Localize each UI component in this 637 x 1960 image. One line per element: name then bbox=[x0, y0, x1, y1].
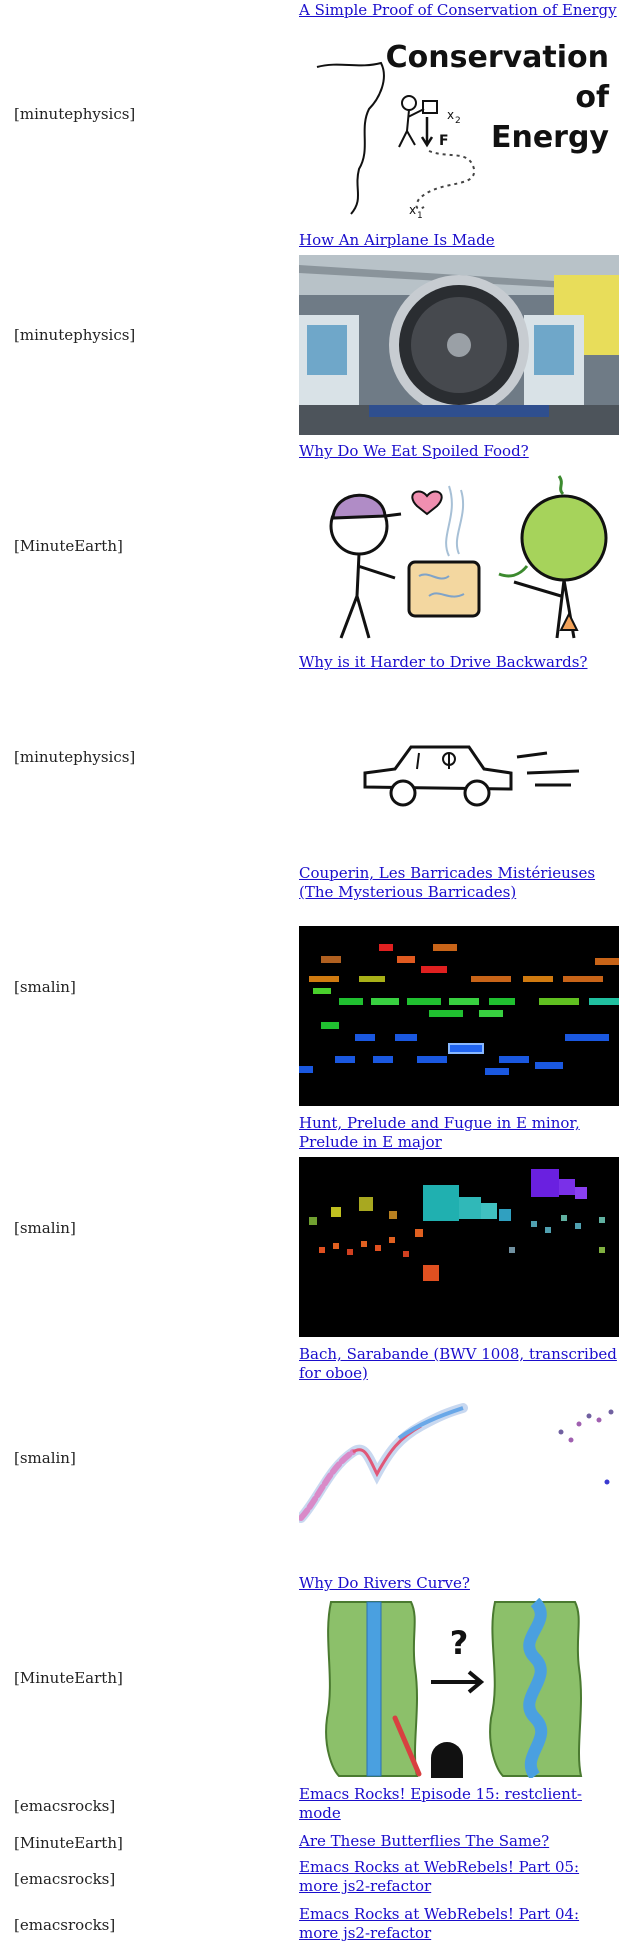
channel-label: [MinuteEarth] bbox=[14, 1669, 123, 1687]
channel-label: [minutephysics] bbox=[14, 748, 136, 766]
svg-text:F: F bbox=[439, 133, 449, 149]
channel-label: [emacsrocks] bbox=[14, 1797, 116, 1815]
video-title-link[interactable]: Hunt, Prelude and Fugue in E minor, Prel… bbox=[299, 1114, 580, 1151]
svg-text:?: ? bbox=[450, 1624, 469, 1662]
video-title-link[interactable]: Why Do We Eat Spoiled Food? bbox=[299, 442, 529, 460]
channel-label: [smalin] bbox=[14, 1219, 76, 1237]
channel-label: [emacsrocks] bbox=[14, 1870, 116, 1888]
video-title-link[interactable]: Emacs Rocks at WebRebels! Part 04: more … bbox=[299, 1905, 580, 1942]
spoiled-food-drawing bbox=[299, 466, 619, 646]
svg-text:Conservation: Conservation bbox=[386, 40, 609, 75]
channel-label: [emacsrocks] bbox=[14, 1916, 116, 1934]
video-thumbnail[interactable] bbox=[299, 466, 619, 646]
svg-text:1: 1 bbox=[417, 211, 423, 219]
channel-label: [minutephysics] bbox=[14, 105, 136, 123]
channel-label: [MinuteEarth] bbox=[14, 537, 123, 555]
video-entry: Emacs Rocks at WebRebels! Part 04: more … bbox=[299, 1905, 621, 1943]
video-title-link[interactable]: Why is it Harder to Drive Backwards? bbox=[299, 653, 588, 671]
video-entry: Emacs Rocks at WebRebels! Part 05: more … bbox=[299, 1858, 621, 1896]
video-title-link[interactable]: Couperin, Les Barricades Mistérieuses (T… bbox=[299, 864, 596, 901]
video-thumbnail[interactable] bbox=[299, 677, 619, 857]
video-entry: Why is it Harder to Drive Backwards? bbox=[299, 653, 621, 857]
svg-text:x: x bbox=[409, 203, 416, 217]
conservation-energy-drawing: F x 2 x 1 Conservation of Energy bbox=[299, 39, 619, 219]
svg-text:2: 2 bbox=[455, 116, 461, 126]
video-title-link[interactable]: Emacs Rocks at WebRebels! Part 05: more … bbox=[299, 1858, 580, 1895]
video-title-link[interactable]: Bach, Sarabande (BWV 1008, transcribed f… bbox=[299, 1345, 617, 1382]
svg-text:Energy: Energy bbox=[491, 120, 609, 155]
music-animation-squares bbox=[299, 1157, 619, 1337]
video-thumbnail[interactable]: F x 2 x 1 Conservation of Energy bbox=[299, 39, 619, 219]
video-thumbnail[interactable] bbox=[299, 926, 619, 1106]
channel-label: [smalin] bbox=[14, 1449, 76, 1467]
video-title-link[interactable]: Why Do Rivers Curve? bbox=[299, 1574, 470, 1592]
car-drawing bbox=[299, 677, 619, 857]
channel-label: [minutephysics] bbox=[14, 326, 136, 344]
video-title-link[interactable]: Emacs Rocks! Episode 15: restclient-mode bbox=[299, 1785, 582, 1822]
airplane-engine-photo bbox=[299, 255, 619, 435]
video-title-link[interactable]: Are These Butterflies The Same? bbox=[299, 1832, 550, 1850]
video-thumbnail[interactable] bbox=[299, 255, 619, 435]
video-entry: A Simple Proof of Conservation of Energy… bbox=[299, 1, 621, 219]
video-entry: Bach, Sarabande (BWV 1008, transcribed f… bbox=[299, 1345, 621, 1568]
video-entry: Couperin, Les Barricades Mistérieuses (T… bbox=[299, 864, 621, 1106]
channel-label: [smalin] bbox=[14, 978, 76, 996]
video-title-link[interactable]: How An Airplane Is Made bbox=[299, 231, 495, 249]
music-animation-bars bbox=[299, 926, 619, 1106]
svg-text:x: x bbox=[447, 108, 454, 122]
channel-label: [MinuteEarth] bbox=[14, 1834, 123, 1852]
music-animation-curves bbox=[299, 1388, 619, 1568]
video-entry: Why Do We Eat Spoiled Food? bbox=[299, 442, 621, 646]
rivers-curve-drawing: ? bbox=[299, 1598, 619, 1778]
video-entry: Hunt, Prelude and Fugue in E minor, Prel… bbox=[299, 1114, 621, 1337]
video-title-link[interactable]: A Simple Proof of Conservation of Energy bbox=[299, 1, 617, 19]
video-entry: Why Do Rivers Curve? ? bbox=[299, 1574, 621, 1778]
video-entry: Are These Butterflies The Same? bbox=[299, 1832, 621, 1851]
svg-text:of: of bbox=[575, 80, 610, 115]
video-thumbnail[interactable] bbox=[299, 1157, 619, 1337]
video-entry: Emacs Rocks! Episode 15: restclient-mode bbox=[299, 1785, 621, 1823]
video-entry: How An Airplane Is Made bbox=[299, 231, 621, 435]
video-thumbnail[interactable]: ? bbox=[299, 1598, 619, 1778]
video-thumbnail[interactable] bbox=[299, 1388, 619, 1568]
